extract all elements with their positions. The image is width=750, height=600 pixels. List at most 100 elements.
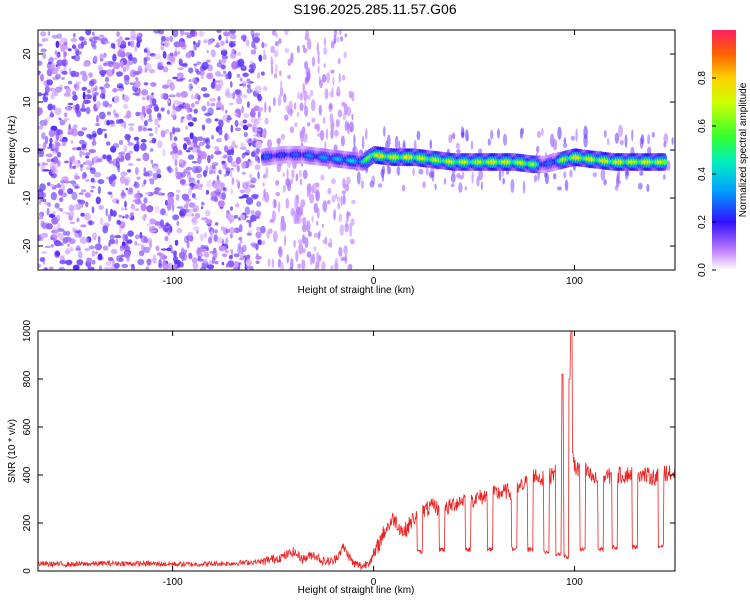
noise-streak (328, 103, 333, 110)
noise-blob (239, 239, 243, 244)
noise-blob (196, 136, 204, 141)
noise-blob (88, 149, 96, 154)
noise-blob (217, 137, 222, 143)
noise-blob (255, 129, 261, 132)
noise-streak (603, 179, 607, 186)
noise-blob (235, 202, 240, 208)
noise-blob (196, 61, 202, 65)
noise-blob (108, 257, 114, 262)
snr-plot-area (38, 331, 675, 571)
noise-blob (71, 191, 78, 201)
noise-blob (250, 209, 255, 215)
noise-blob (206, 218, 213, 226)
noise-blob (213, 80, 217, 84)
noise-blob (81, 127, 88, 131)
noise-streak (349, 238, 355, 245)
noise-blob (143, 167, 147, 173)
noise-streak (263, 173, 266, 179)
noise-blob (227, 260, 235, 268)
noise-blob (39, 213, 42, 218)
noise-blob (164, 39, 170, 48)
noise-blob (229, 30, 236, 35)
noise-blob (57, 228, 65, 232)
noise-blob (123, 145, 128, 153)
noise-blob (112, 175, 117, 180)
noise-streak (478, 170, 484, 181)
noise-blob (45, 153, 53, 158)
noise-streak (318, 104, 322, 116)
noise-streak (470, 140, 474, 150)
noise-blob (52, 156, 59, 165)
noise-blob (176, 228, 183, 234)
noise-blob (194, 212, 201, 219)
noise-streak (487, 138, 491, 146)
noise-blob (257, 106, 264, 112)
noise-blob (85, 166, 90, 171)
noise-streak (306, 220, 311, 233)
noise-blob (41, 251, 47, 254)
noise-streak (631, 129, 634, 142)
noise-blob (190, 30, 195, 37)
noise-blob (77, 160, 81, 164)
noise-blob (233, 112, 238, 116)
noise-blob (64, 236, 72, 242)
noise-streak (299, 178, 303, 186)
noise-blob (181, 116, 185, 120)
noise-blob (239, 214, 246, 221)
noise-blob (65, 248, 70, 255)
noise-blob (204, 245, 209, 250)
noise-streak (332, 76, 335, 86)
noise-blob (144, 69, 147, 73)
y-tick-label: 0 (22, 147, 33, 153)
noise-blob (132, 92, 140, 96)
noise-blob (160, 35, 167, 42)
noise-blob (241, 153, 246, 159)
noise-blob (94, 85, 98, 92)
noise-blob (149, 69, 156, 74)
noise-blob (120, 122, 124, 128)
noise-streak (323, 37, 326, 47)
noise-blob (44, 37, 49, 42)
noise-blob (138, 250, 145, 257)
noise-blob (60, 43, 66, 52)
noise-streak (279, 87, 284, 97)
noise-blob (206, 264, 215, 270)
noise-blob (256, 72, 261, 79)
noise-streak (299, 129, 304, 139)
noise-blob (50, 237, 54, 241)
noise-blob (110, 42, 115, 49)
noise-streak (302, 82, 306, 94)
noise-blob (98, 111, 106, 120)
noise-blob (134, 181, 140, 189)
noise-streak (344, 253, 348, 265)
noise-blob (54, 91, 58, 97)
noise-blob (84, 248, 91, 251)
noise-blob (165, 36, 170, 42)
noise-streak (353, 134, 356, 147)
noise-streak (322, 116, 326, 124)
noise-blob (187, 147, 193, 151)
noise-blob (90, 40, 96, 48)
noise-blob (128, 163, 134, 166)
noise-blob (257, 239, 262, 245)
noise-blob (237, 58, 245, 67)
noise-blob (179, 158, 184, 164)
noise-streak (428, 171, 434, 179)
noise-blob (200, 151, 207, 160)
noise-streak (275, 192, 281, 197)
noise-blob (50, 166, 56, 175)
noise-blob (128, 150, 133, 155)
noise-streak (301, 223, 307, 233)
noise-blob (82, 62, 90, 67)
noise-streak (265, 166, 269, 179)
noise-blob (210, 49, 216, 58)
noise-blob (172, 266, 176, 270)
noise-blob (122, 215, 125, 219)
ridge-cell (662, 160, 668, 164)
noise-blob (165, 222, 169, 227)
noise-streak (422, 181, 427, 189)
noise-blob (71, 55, 76, 60)
noise-blob (42, 141, 47, 149)
noise-blob (46, 158, 51, 163)
noise-streak (306, 183, 312, 194)
